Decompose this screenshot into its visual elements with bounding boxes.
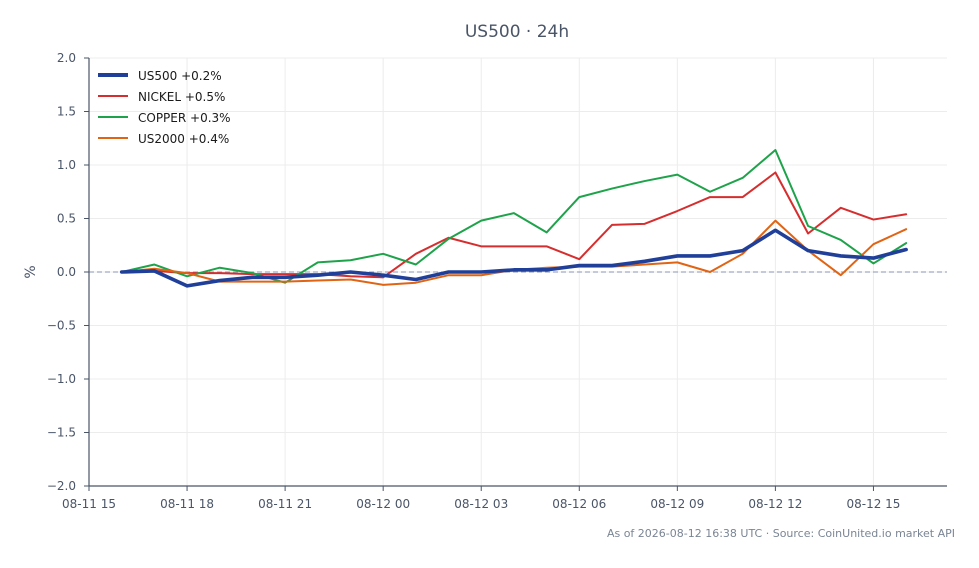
x-tick-label: 08-12 09: [650, 497, 704, 511]
y-tick-label: −1.5: [47, 426, 76, 440]
y-axis-label: %: [23, 265, 39, 278]
legend-label-nickel: NICKEL +0.5%: [138, 90, 225, 104]
x-tick-label: 08-12 06: [552, 497, 606, 511]
axes-layer: −2.0 −1.5 −1.0 −0.5 0.0 0.5 1.0 1.5 2.0 08-11 15 0…: [47, 51, 947, 511]
series-line-nickel: [120, 171, 908, 279]
y-tick-label: −0.5: [47, 319, 76, 333]
x-tick-label: 08-12 15: [846, 497, 900, 511]
legend-label-us2000: US2000 +0.4%: [138, 132, 229, 146]
series-line-us2000: [120, 219, 908, 286]
source-footer: As of 2026-08-12 16:38 UTC · Source: Coi…: [607, 527, 955, 540]
y-tick-label: 1.5: [57, 105, 76, 119]
x-tick-label: 08-11 15: [62, 497, 116, 511]
x-tick-label: 08-12 03: [454, 497, 508, 511]
legend-label-us500: US500 +0.2%: [138, 69, 222, 83]
legend-label-copper: COPPER +0.3%: [138, 111, 231, 125]
x-tick-label: 08-11 18: [160, 497, 214, 511]
y-tick-label: 0.5: [57, 212, 76, 226]
y-tick-label: −2.0: [47, 479, 76, 493]
series-line-copper: [120, 149, 908, 284]
x-tick-label: 08-12 00: [356, 497, 410, 511]
chart-legend: US500 +0.2% NICKEL +0.5% COPPER +0.3% US200…: [98, 69, 231, 146]
chart-title: US500 · 24h: [465, 22, 569, 42]
y-tick-label: 1.0: [57, 158, 76, 172]
y-tick-label: −1.0: [47, 372, 76, 386]
series-line-us500: [119, 228, 908, 288]
series-layer: [119, 149, 908, 288]
y-tick-label: 2.0: [57, 51, 76, 65]
x-tick-label: 08-11 21: [258, 497, 312, 511]
x-tick-label: 08-12 12: [748, 497, 802, 511]
y-tick-label: 0.0: [57, 265, 76, 279]
